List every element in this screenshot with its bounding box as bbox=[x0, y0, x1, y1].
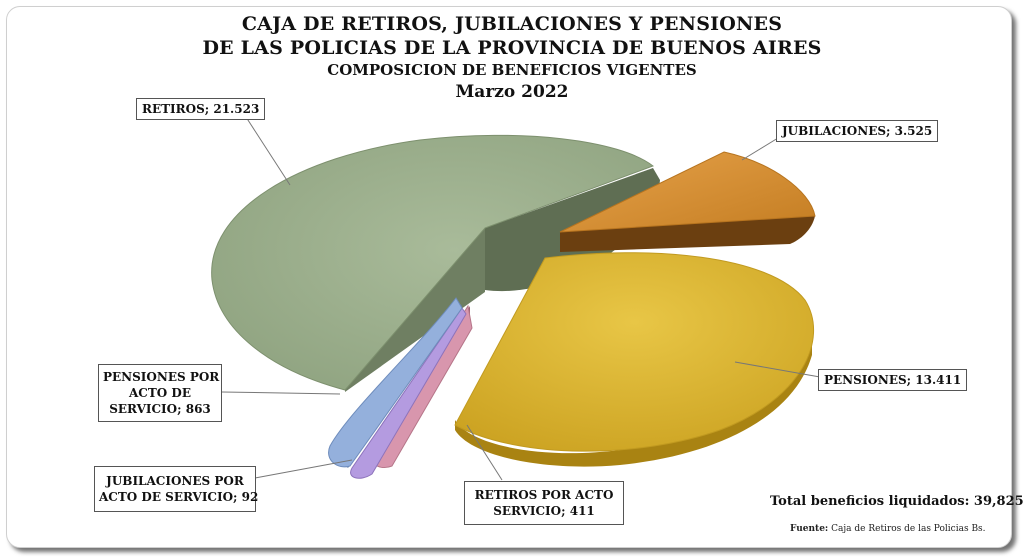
label-jubilaciones: JUBILACIONES; 3.525 bbox=[776, 120, 939, 142]
source-note: Fuente: Caja de Retiros de las Policias … bbox=[790, 524, 986, 534]
label-pensiones-acto-line2: ACTO DE bbox=[129, 386, 191, 400]
label-retiros-acto-line2: SERVICIO; 411 bbox=[493, 504, 595, 518]
source-label: Fuente: bbox=[790, 524, 829, 534]
slice-jubilaciones-acto bbox=[350, 307, 467, 479]
leader-retiros-acto bbox=[466, 424, 503, 481]
leader-pensiones bbox=[734, 361, 821, 378]
label-pensiones-acto-line1: PENSIONES POR bbox=[103, 370, 220, 384]
leader-jubilaciones-acto bbox=[254, 459, 353, 479]
leader-pensiones-acto bbox=[221, 391, 341, 395]
slice-pensiones-acto bbox=[328, 297, 463, 468]
label-jubilaciones-acto-line1: JUBILACIONES POR bbox=[106, 474, 244, 488]
label-jubilaciones-acto-line2: ACTO DE SERVICIO; 92 bbox=[99, 490, 259, 504]
label-jubilaciones-acto: JUBILACIONES POR ACTO DE SERVICIO; 92 bbox=[94, 466, 259, 512]
label-pensiones-acto-line3: SERVICIO; 863 bbox=[109, 402, 211, 416]
slice-jubilaciones-side bbox=[560, 216, 815, 252]
slice-jubilaciones-top bbox=[559, 151, 816, 233]
slice-pensiones-acto-top bbox=[328, 297, 463, 468]
slice-pensiones-side bbox=[455, 340, 812, 467]
total-beneficios: Total beneficios liquidados: 39,825 bbox=[770, 494, 1024, 509]
leader-jubilaciones bbox=[741, 137, 779, 161]
slice-jubilaciones bbox=[559, 151, 816, 252]
chart-subtitle: COMPOSICION DE BENEFICIOS VIGENTES bbox=[327, 61, 697, 79]
slice-jubilaciones-acto-top bbox=[350, 307, 467, 479]
leader-lines bbox=[221, 116, 821, 481]
label-pensiones: PENSIONES; 13.411 bbox=[818, 369, 968, 391]
leader-retiros bbox=[245, 116, 291, 186]
label-retiros: RETIROS; 21.523 bbox=[136, 98, 266, 120]
slice-retiros-top bbox=[211, 134, 655, 391]
chart-period: Marzo 2022 bbox=[455, 82, 569, 102]
source-text: Caja de Retiros de las Policias Bs. bbox=[831, 524, 986, 534]
chart-title-line1: CAJA DE RETIROS, JUBILACIONES Y PENSIONE… bbox=[241, 13, 783, 35]
label-pensiones-acto: PENSIONES POR ACTO DE SERVICIO; 863 bbox=[98, 364, 222, 422]
chart-titles: CAJA DE RETIROS, JUBILACIONES Y PENSIONE… bbox=[0, 12, 1024, 104]
label-retiros-acto-line1: RETIROS POR ACTO bbox=[474, 488, 614, 502]
chart-title-line2: DE LAS POLICIAS DE LA PROVINCIA DE BUENO… bbox=[202, 37, 822, 59]
label-retiros-acto: RETIROS POR ACTO SERVICIO; 411 bbox=[464, 481, 624, 525]
